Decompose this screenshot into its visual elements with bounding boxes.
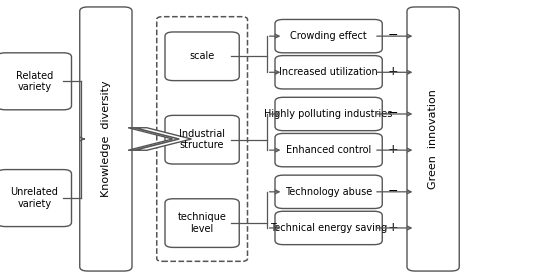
- Text: Highly polluting industries: Highly polluting industries: [265, 109, 393, 119]
- FancyBboxPatch shape: [275, 19, 382, 53]
- Polygon shape: [128, 128, 179, 150]
- FancyBboxPatch shape: [80, 7, 132, 271]
- Text: +: +: [388, 65, 399, 78]
- Text: −: −: [388, 107, 399, 120]
- FancyBboxPatch shape: [165, 32, 239, 81]
- Text: technique
level: technique level: [178, 212, 227, 234]
- Text: Crowding effect: Crowding effect: [290, 31, 367, 41]
- Text: +: +: [388, 143, 399, 156]
- FancyBboxPatch shape: [275, 133, 382, 167]
- Text: +: +: [388, 221, 399, 234]
- Text: Increased utilization: Increased utilization: [279, 67, 378, 77]
- FancyBboxPatch shape: [165, 199, 239, 247]
- Text: Industrial
structure: Industrial structure: [179, 129, 225, 150]
- Text: Technology abuse: Technology abuse: [285, 187, 372, 197]
- FancyBboxPatch shape: [407, 7, 459, 271]
- FancyBboxPatch shape: [275, 56, 382, 89]
- Text: −: −: [388, 29, 399, 42]
- FancyBboxPatch shape: [165, 115, 239, 164]
- Text: Green  innovation: Green innovation: [428, 89, 438, 189]
- Text: −: −: [388, 185, 399, 198]
- FancyBboxPatch shape: [275, 175, 382, 208]
- FancyBboxPatch shape: [0, 170, 72, 227]
- Text: Technical energy saving: Technical energy saving: [270, 223, 387, 233]
- FancyBboxPatch shape: [0, 53, 72, 110]
- Text: scale: scale: [190, 51, 214, 61]
- FancyBboxPatch shape: [275, 97, 382, 131]
- Polygon shape: [135, 128, 191, 150]
- Text: Related
variety: Related variety: [16, 71, 53, 92]
- Text: Enhanced control: Enhanced control: [286, 145, 371, 155]
- FancyBboxPatch shape: [275, 211, 382, 245]
- Text: Knowledge  diversity: Knowledge diversity: [101, 81, 111, 197]
- Text: Unrelated
variety: Unrelated variety: [10, 187, 58, 209]
